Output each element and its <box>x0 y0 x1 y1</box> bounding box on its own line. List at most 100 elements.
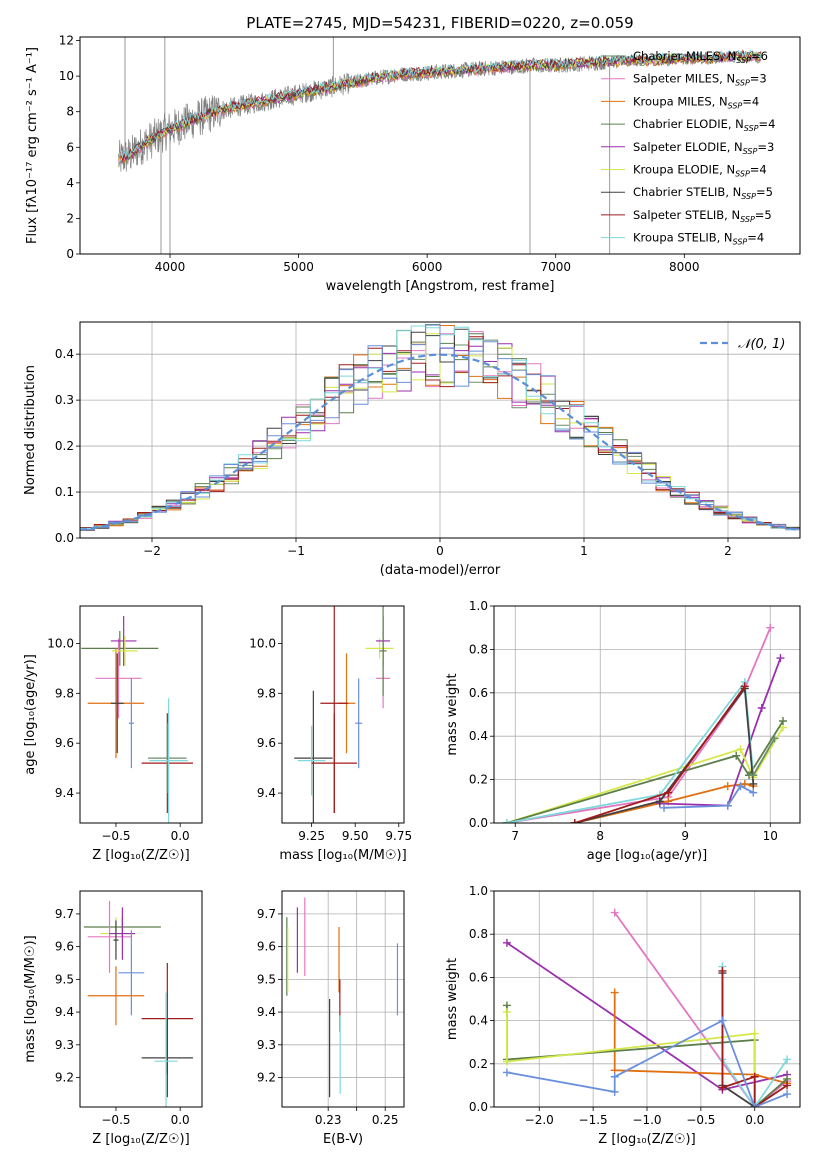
legend-sub: SSP <box>743 147 758 156</box>
weight-marker <box>776 654 785 663</box>
legend-label: Chabrier ELODIE, NSSP=4 <box>633 117 775 133</box>
y-axis-label: Flux [fλ10⁻¹⁷ erg cm⁻² s⁻¹ A⁻¹] <box>25 47 40 244</box>
weight-marker <box>740 779 749 788</box>
y-tick-label: 0.4 <box>469 729 488 743</box>
weight-marker <box>732 751 741 760</box>
weight-marker <box>770 734 779 743</box>
x-tick-label: 9.75 <box>385 829 412 843</box>
weight-marker <box>664 788 673 797</box>
y-tick-label: 1.0 <box>469 884 488 898</box>
weight-marker <box>740 682 749 691</box>
x-tick-label: 7000 <box>540 260 571 274</box>
panel-mass_vs_Z: −0.5 0.0 9.2 9.3 9.4 9.5 9.6 9.7 Z [log₁₀(Z/Z☉)]… <box>23 890 203 1147</box>
legend-label: Kroupa ELODIE, NSSP=4 <box>633 163 767 179</box>
y-tick-label: 0.2 <box>469 1057 488 1071</box>
weight-marker <box>718 966 727 975</box>
legend-label: Kroupa MILES, NSSP=4 <box>633 94 759 110</box>
x-tick-label: −0.5 <box>101 1113 130 1127</box>
y-axis-label: mass weight <box>445 958 460 1040</box>
x-tick-label: 2 <box>724 544 732 558</box>
legend-tail: =4 <box>747 231 764 245</box>
legend-label: Chabrier STELIB, NSSP=5 <box>633 185 773 201</box>
weight-line <box>613 992 788 1085</box>
y-tick-label: 10.0 <box>47 636 74 650</box>
y-tick-label: 9.4 <box>257 1005 276 1019</box>
plot-area <box>118 37 762 254</box>
plot-frame <box>281 605 405 824</box>
weight-line <box>505 1012 756 1107</box>
weight-marker <box>723 801 732 810</box>
y-tick-label: 12 <box>59 34 74 48</box>
x-tick-label: −1.0 <box>632 1113 661 1127</box>
weight-line <box>752 737 776 776</box>
plot-frame <box>493 605 801 824</box>
panel-weight_vs_Z: −2.0 −1.5 −1.0 −0.5 0.0 0.0 0.2 0.4 0.6 0.8 1.0 Z [… <box>445 884 801 1147</box>
weight-line <box>506 679 755 823</box>
weight-marker <box>610 1072 619 1081</box>
legend-tail: =4 <box>750 163 767 177</box>
y-tick-label: 8 <box>66 105 74 119</box>
y-tick-label: 0.4 <box>55 347 74 361</box>
x-tick-label: 4000 <box>155 260 186 274</box>
legend-tail: =4 <box>742 94 759 108</box>
x-axis-label: mass [log₁₀(M/M☉)] <box>279 848 406 863</box>
y-tick-label: 9.8 <box>257 686 276 700</box>
x-axis-label: wavelength [Angstrom, rest frame] <box>326 279 555 294</box>
y-axis-label: Normed distribution <box>23 365 38 495</box>
legend-tail: =3 <box>750 72 767 86</box>
legend-tail: =5 <box>756 185 773 199</box>
plot-area <box>80 324 800 531</box>
y-tick-label: 6 <box>66 140 74 154</box>
x-axis-label: Z [log₁₀(Z/Z☉)] <box>92 848 189 863</box>
weight-marker <box>610 1087 619 1096</box>
y-tick-label: 9.4 <box>55 786 74 800</box>
weight-line <box>663 784 754 809</box>
weight-marker <box>766 623 775 632</box>
y-tick-label: 9.2 <box>257 1071 276 1085</box>
panel-age_vs_Z: −0.5 0.0 9.4 9.6 9.8 10.0 Z [log₁₀(Z/Z☉)] age [… <box>23 605 203 863</box>
legend-label: Salpeter MILES, NSSP=3 <box>633 72 767 88</box>
y-tick-label: 4 <box>66 176 74 190</box>
weight-marker <box>783 1081 792 1090</box>
weight-marker <box>750 1072 759 1081</box>
weight-marker <box>723 782 732 791</box>
plot-frame <box>281 890 405 1108</box>
weight-marker <box>779 717 787 726</box>
legend-name: Salpeter MILES, N <box>633 72 735 86</box>
x-tick-label: 7 <box>511 829 519 843</box>
y-tick-label: 0.8 <box>469 642 488 656</box>
x-tick-label: −1.5 <box>579 1113 608 1127</box>
x-tick-label: 8 <box>596 829 604 843</box>
y-tick-label: 9.8 <box>55 686 74 700</box>
x-tick-label: 9.25 <box>298 829 325 843</box>
y-tick-label: 0.4 <box>469 1014 488 1028</box>
weight-marker <box>749 771 758 780</box>
legend-sub: SSP <box>740 215 755 224</box>
y-tick-label: 0.8 <box>469 927 488 941</box>
weight-marker <box>749 779 758 788</box>
x-axis-label: Z [log₁₀(Z/Z☉)] <box>92 1132 189 1147</box>
legend-sub: SSP <box>744 124 759 133</box>
plot-area <box>294 606 394 823</box>
weight-marker <box>502 819 511 823</box>
legend-label: 𝒩(0, 1) <box>738 337 785 352</box>
legend-tail: =6 <box>751 49 768 63</box>
panel-mass_vs_ebv: 0.23 0.25 9.2 9.3 9.4 9.5 9.6 9.7 E(B-V) <box>257 890 405 1147</box>
y-tick-label: 0.1 <box>55 485 74 499</box>
plot-area <box>502 623 787 823</box>
y-tick-label: 9.4 <box>257 786 276 800</box>
x-tick-label: 10 <box>763 829 778 843</box>
x-tick-label: −1 <box>287 544 305 558</box>
y-tick-label: 0.3 <box>55 393 74 407</box>
y-axis-label: age [log₁₀(age/yr)] <box>23 654 38 775</box>
x-tick-label: 9.50 <box>342 829 369 843</box>
x-tick-label: −2.0 <box>525 1113 554 1127</box>
normal-curve <box>80 353 800 531</box>
weight-line <box>506 627 772 823</box>
x-tick-label: −0.5 <box>686 1113 715 1127</box>
panel-weight_vs_age: 7 8 9 10 0.0 0.2 0.4 0.6 0.8 1.0 age [log₁₀(age/yr… <box>445 599 801 863</box>
x-tick-label: −2 <box>143 544 161 558</box>
weight-marker <box>757 703 766 712</box>
legend-name: Kroupa STELIB, N <box>633 231 733 245</box>
